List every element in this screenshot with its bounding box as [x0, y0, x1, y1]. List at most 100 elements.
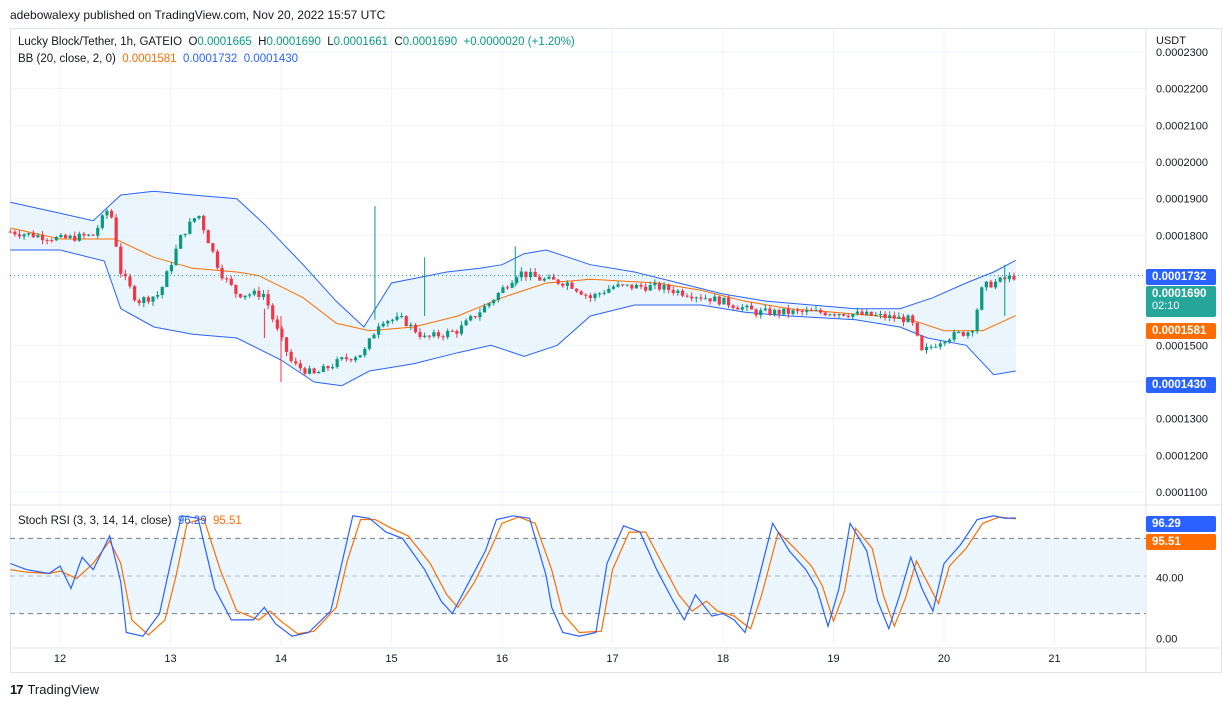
stoch-k-line — [10, 515, 1016, 637]
candle-body — [294, 361, 298, 364]
candle-body — [40, 235, 45, 241]
candle-body — [639, 284, 643, 287]
bb-legend[interactable]: BB (20, close, 2, 0) 0.0001581 0.0001732… — [18, 53, 298, 65]
candle-body — [160, 286, 164, 295]
candle-body — [602, 292, 606, 294]
candle-body — [156, 294, 160, 297]
change-value: +0.0000020 (+1.20%) — [463, 36, 575, 48]
candle-body — [740, 307, 744, 310]
candle-body — [528, 271, 533, 278]
candle-body — [229, 278, 233, 285]
candle-body — [510, 282, 514, 288]
candle-body — [17, 234, 22, 237]
candle-body — [975, 309, 979, 332]
candle-body — [73, 235, 77, 241]
candle-body — [915, 322, 919, 336]
candle-body — [220, 267, 224, 279]
candle-body — [455, 331, 459, 334]
candle-body — [261, 294, 266, 298]
candle-body — [303, 368, 307, 374]
candle-body — [993, 281, 998, 288]
candle-body — [492, 299, 496, 304]
candle-body — [911, 315, 915, 323]
candle-body — [524, 271, 528, 278]
candle-body — [745, 305, 749, 308]
stoch-label: Stoch RSI (3, 3, 14, 14, close) — [18, 515, 172, 527]
candle-body — [938, 343, 942, 347]
candle-body — [749, 305, 754, 310]
candle-body — [561, 283, 565, 286]
candle-body — [469, 316, 473, 321]
candle-body — [772, 309, 777, 315]
candle-body — [363, 348, 367, 356]
candle-body — [464, 320, 468, 326]
candle-body — [722, 297, 726, 305]
stoch-k-value: 96.29 — [177, 515, 207, 527]
candle-body — [805, 310, 809, 312]
tradingview-logo-icon: 17 — [10, 682, 24, 697]
candle-body — [809, 310, 813, 312]
time-tick-label: 13 — [164, 653, 176, 665]
candle-body — [487, 303, 491, 307]
candle-body — [998, 277, 1002, 282]
candle-body — [924, 346, 929, 351]
time-tick-label: 14 — [275, 653, 287, 665]
candle-body — [690, 296, 694, 299]
candle-body — [726, 297, 731, 306]
candle-body — [519, 271, 523, 278]
stoch-legend[interactable]: Stoch RSI (3, 3, 14, 14, close) 96.29 95… — [18, 515, 242, 527]
candle-body — [238, 293, 243, 298]
bb-label: BB (20, close, 2, 0) — [18, 53, 116, 65]
candle-body — [943, 341, 947, 344]
currency-label: USDT — [1156, 35, 1186, 47]
candle-body — [791, 310, 795, 314]
main-legend: Lucky Block/Tether, 1h, GATEIO O0.000166… — [18, 36, 575, 48]
candle-body — [980, 287, 984, 310]
symbol-title[interactable]: Lucky Block/Tether, 1h, GATEIO — [18, 36, 183, 48]
candle-body — [54, 237, 58, 241]
candle-body — [459, 325, 464, 334]
open-value: 0.0001665 — [197, 36, 252, 48]
bb-lower-price-box: 0.0001430 — [1146, 377, 1216, 393]
candle-body — [280, 328, 284, 338]
candle-body — [100, 215, 104, 228]
candle-body — [446, 330, 450, 337]
candle-body — [36, 235, 40, 238]
candle-body — [211, 243, 215, 252]
candle-body — [298, 363, 302, 369]
candle-body — [888, 315, 892, 318]
candle-body — [390, 319, 395, 321]
candle-body — [432, 332, 436, 337]
candle-body — [832, 314, 837, 316]
candle-body — [473, 316, 477, 318]
candle-body — [878, 313, 883, 315]
candle-body — [759, 310, 763, 316]
candle-body — [441, 336, 445, 338]
candle-body — [151, 296, 155, 302]
candle-body — [814, 310, 818, 312]
low-label: L — [327, 36, 334, 48]
candle-body — [312, 368, 316, 374]
candle-body — [828, 314, 832, 316]
candle-body — [984, 281, 988, 288]
tradingview-logo[interactable]: 17 TradingView — [10, 682, 99, 697]
candle-body — [630, 284, 634, 289]
candle-body — [482, 306, 487, 313]
candle-body — [225, 278, 229, 280]
candle-body — [284, 337, 289, 352]
candle-body — [367, 338, 371, 349]
candle-body — [266, 294, 270, 306]
stoch-k-box: 96.29 — [1146, 516, 1216, 532]
time-tick-label: 19 — [827, 653, 839, 665]
chart-frame — [10, 28, 1222, 673]
open-label: O — [188, 36, 198, 48]
candle-body — [823, 312, 827, 316]
candle-body — [321, 366, 325, 372]
candle-body — [197, 215, 201, 219]
candle-body — [123, 273, 127, 277]
candle-body — [846, 315, 850, 317]
candle-body — [901, 316, 906, 323]
candle-body — [418, 332, 422, 337]
bb-lower-value: 0.0001430 — [243, 53, 299, 65]
